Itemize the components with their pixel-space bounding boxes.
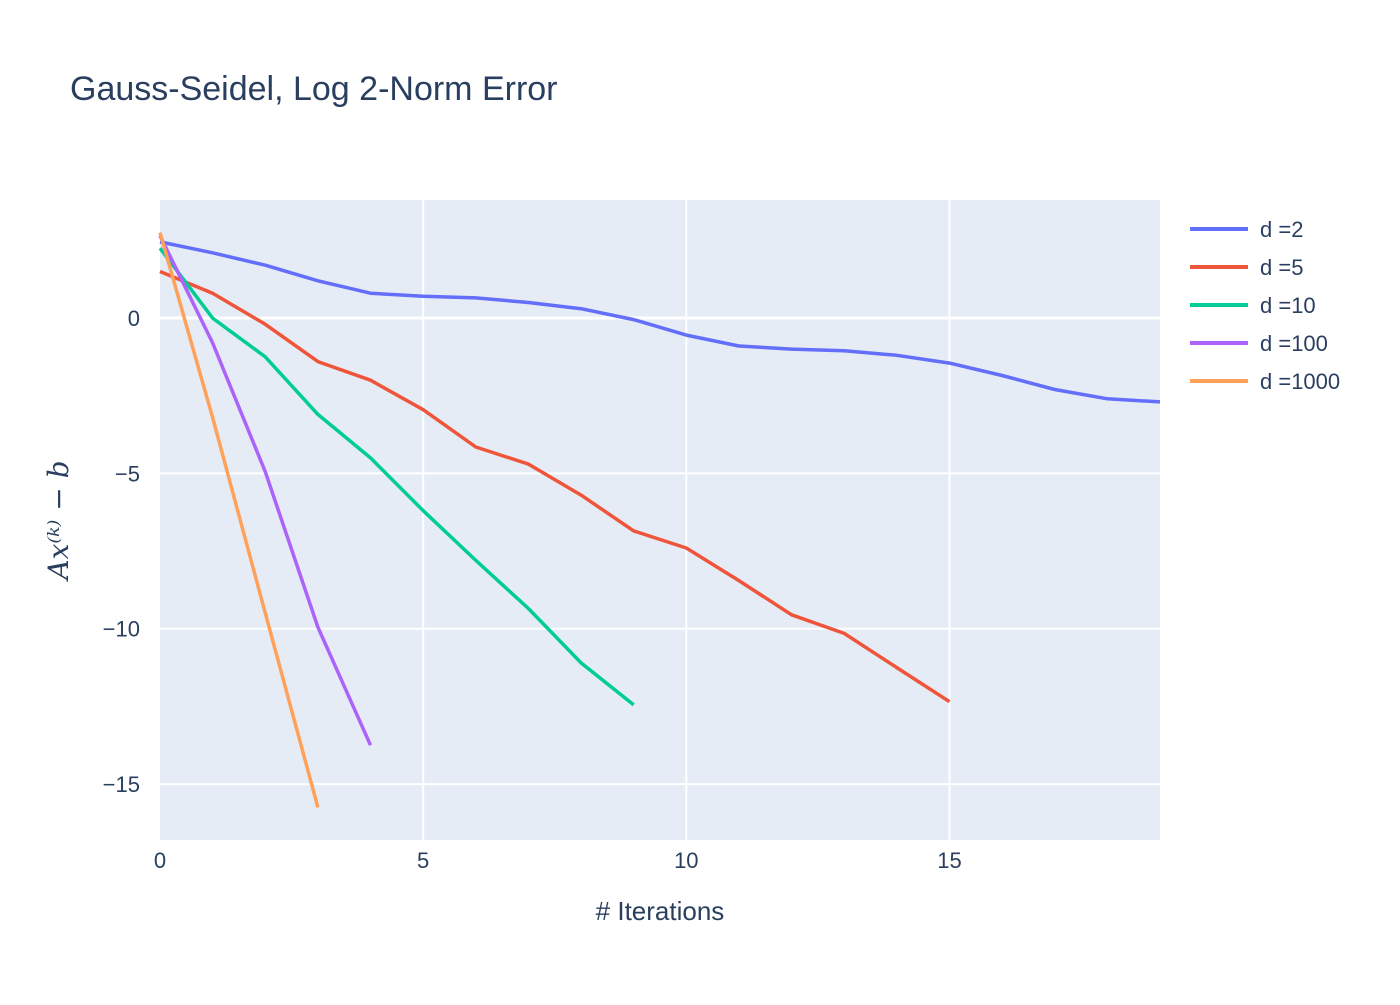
series-line-3 bbox=[158, 234, 373, 746]
y-axis-title: Ax⁽ᵏ⁾ − b bbox=[42, 460, 75, 582]
legend-label: d =10 bbox=[1260, 293, 1316, 318]
x-axis-title: # Iterations bbox=[596, 896, 725, 926]
y-tick-label: 0 bbox=[128, 306, 140, 331]
tick-labels: 0 5 10 15 0 −5 −10 −15 bbox=[103, 306, 962, 873]
series-line-2 bbox=[158, 247, 635, 707]
chart-title: Gauss-Seidel, Log 2-Norm Error bbox=[70, 70, 558, 108]
series-line-4 bbox=[158, 232, 320, 808]
legend-label: d =1000 bbox=[1260, 369, 1340, 394]
legend: d =2 d =5 d =10 d =100 d =1000 bbox=[1190, 217, 1340, 394]
y-tick-label: −15 bbox=[103, 772, 140, 797]
y-tick-label: −5 bbox=[115, 461, 140, 486]
x-tick-label: 10 bbox=[674, 848, 698, 873]
legend-label: d =2 bbox=[1260, 217, 1303, 242]
legend-label: d =100 bbox=[1260, 331, 1328, 356]
series-line-0 bbox=[159, 240, 1161, 404]
y-tick-label: −10 bbox=[103, 617, 140, 642]
plot-area bbox=[160, 200, 1160, 840]
series-line-1 bbox=[159, 269, 951, 704]
legend-label: d =5 bbox=[1260, 255, 1303, 280]
x-tick-label: 15 bbox=[937, 848, 961, 873]
x-tick-label: 0 bbox=[154, 848, 166, 873]
grid-lines bbox=[160, 200, 1160, 840]
x-tick-label: 5 bbox=[417, 848, 429, 873]
series-lines bbox=[158, 232, 1161, 808]
